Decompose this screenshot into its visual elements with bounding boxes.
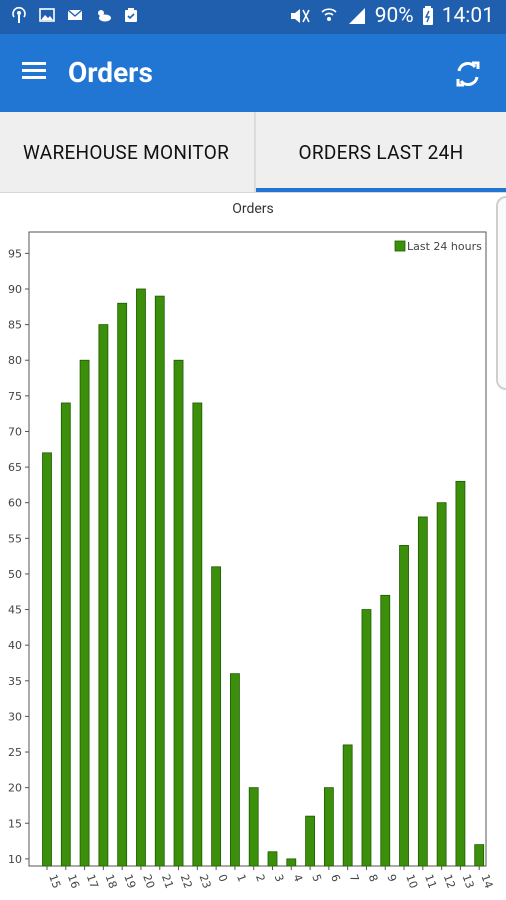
x-tick-label: 14 (478, 873, 495, 891)
bar (417, 516, 428, 867)
plot-frame (28, 231, 487, 867)
x-tick-label: 4 (290, 873, 305, 884)
y-tick-label: 30 (8, 710, 22, 723)
x-tick-label: 0 (215, 873, 230, 884)
x-tick-label: 7 (347, 873, 362, 884)
bar (474, 844, 485, 867)
y-tick-label: 10 (8, 853, 22, 866)
x-tick-label: 13 (460, 873, 477, 891)
tab-bar: WAREHOUSE MONITOR ORDERS LAST 24H (0, 112, 506, 193)
hamburger-menu-icon[interactable] (18, 58, 50, 88)
bar (361, 609, 372, 867)
bar (305, 815, 315, 867)
bar (136, 288, 146, 867)
x-tick-label: 21 (159, 873, 176, 891)
x-tick-label: 3 (272, 873, 287, 884)
app-bar: Orders (0, 34, 506, 112)
bar (98, 324, 109, 867)
podcast-icon (12, 6, 26, 23)
page-title: Orders (68, 56, 153, 89)
y-tick-label: 85 (8, 319, 22, 332)
chart-title: Orders (232, 201, 274, 217)
bar (399, 545, 409, 867)
y-tick-label: 15 (8, 817, 22, 830)
y-tick-label: 75 (8, 390, 22, 403)
x-tick-label: 16 (65, 873, 82, 891)
x-tick-label: 5 (309, 873, 324, 884)
x-tick-label: 11 (422, 873, 439, 891)
x-tick-label: 10 (403, 873, 420, 891)
tab-indicator (256, 188, 506, 192)
clock: 14:01 (441, 4, 494, 28)
x-tick-label: 1 (234, 873, 249, 884)
battery-icon (422, 6, 433, 25)
legend-label: Last 24 hours (407, 240, 482, 253)
bar (60, 402, 71, 867)
tab-orders-last-24h[interactable]: ORDERS LAST 24H (298, 140, 464, 164)
status-bar: 90% 14:01 (0, 0, 506, 34)
tab-divider (254, 112, 256, 192)
bar (455, 480, 466, 867)
y-tick-label: 55 (8, 532, 22, 545)
weather-icon (98, 10, 111, 22)
bar (211, 566, 222, 867)
bar (248, 787, 259, 867)
x-tick-label: 17 (84, 873, 101, 891)
x-tick-label: 15 (46, 873, 63, 891)
task-icon (125, 8, 137, 22)
legend-swatch (394, 240, 406, 252)
y-tick-label: 90 (8, 283, 22, 296)
bar (154, 295, 165, 867)
bar (79, 359, 90, 867)
mute-icon (290, 9, 310, 23)
bar (436, 502, 447, 867)
x-tick-label: 20 (140, 873, 157, 891)
y-tick-label: 65 (8, 461, 22, 474)
scroll-handle[interactable] (496, 196, 506, 390)
bar (230, 673, 240, 867)
y-tick-label: 70 (8, 425, 22, 438)
y-tick-label: 60 (8, 497, 22, 510)
x-tick-label: 8 (366, 873, 381, 884)
mail-icon (67, 9, 83, 20)
bar (173, 359, 184, 867)
refresh-icon[interactable] (452, 58, 484, 90)
wifi-calling-icon (321, 8, 337, 21)
y-tick-label: 20 (8, 782, 22, 795)
x-tick-label: 6 (328, 873, 343, 884)
tab-warehouse-monitor[interactable]: WAREHOUSE MONITOR (23, 140, 230, 164)
bar (323, 787, 334, 867)
signal-icon (348, 8, 365, 24)
x-tick-label: 18 (103, 873, 120, 891)
y-tick-label: 80 (8, 354, 22, 367)
y-tick-label: 35 (8, 675, 22, 688)
image-icon (39, 8, 55, 22)
x-tick-label: 12 (441, 873, 458, 891)
y-tick-label: 45 (8, 604, 22, 617)
battery-percent: 90% (374, 4, 414, 28)
y-tick-label: 25 (8, 746, 22, 759)
x-tick-label: 2 (253, 873, 268, 884)
bar (192, 402, 203, 867)
y-tick-label: 40 (8, 639, 22, 652)
x-tick-label: 22 (178, 873, 195, 891)
x-tick-label: 19 (121, 873, 138, 891)
bar (342, 744, 353, 867)
bar (380, 594, 391, 867)
x-tick-label: 9 (384, 873, 399, 884)
y-tick-label: 50 (8, 568, 22, 581)
bar (117, 302, 128, 867)
y-tick-label: 95 (8, 247, 22, 260)
bar (42, 452, 52, 867)
bar (286, 858, 297, 867)
x-tick-label: 23 (197, 873, 214, 891)
bar (267, 851, 278, 867)
